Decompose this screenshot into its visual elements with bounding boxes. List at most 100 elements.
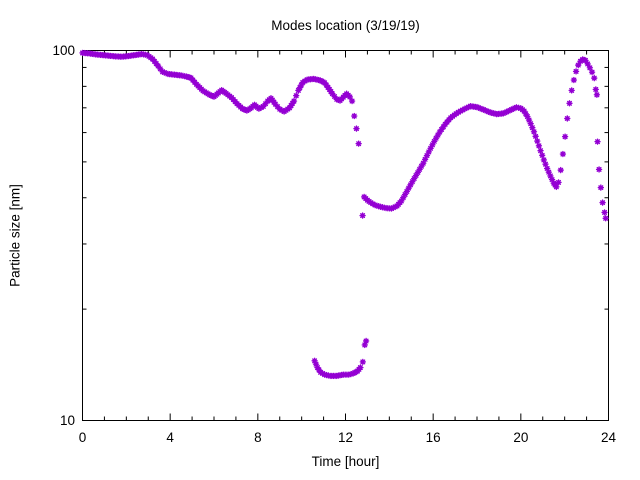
data-point — [532, 133, 539, 140]
data-point — [592, 86, 599, 93]
data-point — [564, 115, 571, 122]
data-point — [545, 168, 552, 176]
data-point — [432, 135, 440, 142]
data-point — [423, 152, 431, 159]
data-point — [414, 169, 422, 176]
data-point — [547, 172, 554, 180]
data-point — [262, 100, 269, 107]
data-point — [540, 156, 548, 164]
data-point — [557, 166, 564, 174]
data-point — [537, 147, 544, 154]
x-tick-label: 8 — [254, 430, 262, 445]
y-tick-label: 10 — [60, 413, 75, 428]
data-point — [465, 103, 472, 111]
data-point — [398, 197, 405, 205]
data-point — [272, 100, 279, 108]
data-point — [418, 163, 425, 170]
data-point — [431, 138, 438, 145]
x-tick-label: 24 — [601, 430, 617, 445]
data-point — [553, 183, 560, 191]
x-tick-label: 4 — [166, 430, 174, 445]
data-point — [559, 150, 567, 158]
data-point — [292, 92, 300, 99]
x-axis-label: Time [hour] — [311, 454, 380, 469]
data-point — [355, 140, 362, 147]
data-point — [416, 166, 423, 173]
data-point — [420, 159, 427, 167]
data-point — [296, 84, 304, 91]
data-point — [572, 68, 580, 75]
data-point — [593, 91, 601, 99]
data-point — [436, 128, 443, 136]
data-point — [582, 57, 589, 64]
data-point — [311, 357, 318, 364]
y-tick-label: 100 — [52, 43, 75, 58]
data-point — [410, 175, 418, 182]
data-point — [543, 165, 551, 172]
data-point — [403, 188, 411, 195]
data-point — [260, 103, 267, 110]
data-point — [312, 360, 320, 368]
data-point — [599, 199, 606, 206]
data-point — [588, 68, 596, 76]
data-point — [255, 105, 263, 112]
data-point — [586, 64, 594, 71]
data-point — [548, 176, 556, 183]
data-point — [409, 178, 416, 185]
data-point — [425, 148, 432, 156]
data-point — [257, 104, 265, 111]
data-point — [405, 184, 412, 192]
data-point — [542, 160, 549, 168]
data-point — [522, 110, 529, 117]
data-point — [457, 107, 464, 115]
data-point — [157, 65, 164, 73]
data-point — [274, 103, 281, 110]
data-point — [407, 181, 414, 189]
x-tick-label: 12 — [338, 430, 353, 445]
data-point — [400, 194, 407, 201]
data-point — [524, 113, 531, 120]
data-point — [566, 100, 573, 107]
x-tick-label: 16 — [426, 430, 441, 445]
data-point — [278, 107, 286, 114]
chart-title: Modes location (3/19/19) — [271, 18, 420, 33]
plot-border — [82, 50, 609, 421]
data-point — [276, 105, 283, 113]
data-point — [534, 137, 541, 145]
data-point — [161, 69, 168, 76]
data-point — [584, 60, 591, 68]
data-point — [529, 124, 536, 131]
data-point — [555, 179, 562, 186]
data-point — [353, 125, 360, 132]
data-point — [357, 364, 364, 371]
data-point — [595, 166, 603, 173]
data-point — [359, 212, 366, 219]
data-point — [362, 337, 370, 345]
data-point — [591, 74, 598, 82]
data-point — [459, 106, 466, 114]
data-point — [331, 93, 338, 100]
data-point — [561, 133, 569, 140]
data-point — [346, 93, 354, 101]
data-point — [298, 81, 305, 89]
data-point — [597, 184, 605, 191]
data-point — [295, 87, 302, 94]
data-point — [539, 152, 546, 159]
data-point — [348, 97, 356, 105]
data-point — [421, 156, 429, 163]
data-point — [438, 126, 445, 133]
data-point — [520, 107, 528, 115]
data-point — [570, 76, 578, 84]
data-point — [351, 112, 358, 120]
data-point — [290, 97, 298, 105]
data-point — [527, 120, 534, 127]
data-point — [412, 172, 420, 179]
data-point — [434, 131, 442, 139]
data-point — [159, 68, 166, 75]
data-point — [359, 358, 367, 366]
data-point — [602, 215, 609, 222]
data-point — [525, 116, 533, 124]
data-point — [154, 62, 162, 70]
data-point — [568, 87, 575, 94]
